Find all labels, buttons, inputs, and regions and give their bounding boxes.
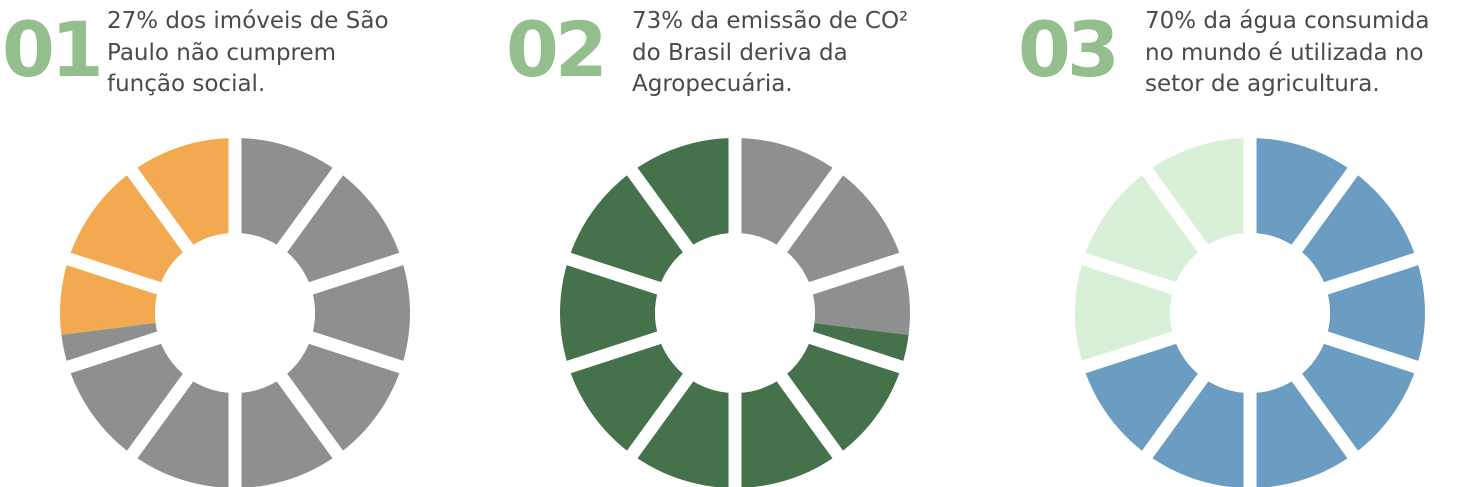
- stat-caption-line: 73% da emissão de CO²: [632, 8, 909, 34]
- stat-caption-line: no mundo é utilizada no: [1145, 39, 1424, 66]
- donut-rest-slice: [1075, 138, 1250, 368]
- stat-caption-line: setor de agricultura.: [1145, 71, 1380, 97]
- stat-caption-line: Paulo não cumprem: [107, 39, 337, 66]
- stat-panel-2: 02 73% da emissão de CO² do Brasil deriv…: [500, 0, 980, 487]
- donut-hole: [155, 233, 315, 393]
- donut-rest-slice: [735, 138, 910, 335]
- stat-number: 03: [1018, 5, 1120, 94]
- donut-highlight-slice: [60, 138, 235, 335]
- stat-caption-line: 27% dos imóveis de São: [107, 8, 389, 34]
- donut-rest-slice: [61, 138, 411, 487]
- stat-caption: 73% da emissão de CO² do Brasil deriva d…: [632, 6, 908, 101]
- stat-number: 02: [506, 5, 608, 94]
- stat-caption-line: do Brasil deriva da: [632, 39, 848, 66]
- donut-hole: [655, 233, 815, 393]
- donut-highlight-slice: [559, 138, 909, 487]
- stat-caption: 27% dos imóveis de São Paulo não cumprem…: [107, 6, 389, 101]
- stat-caption-line: função social.: [107, 71, 266, 97]
- donut-chart-2: [559, 135, 910, 487]
- stat-caption: 70% da água consumida no mundo é utiliza…: [1145, 6, 1429, 101]
- stat-caption-line: Agropecuária.: [632, 71, 793, 97]
- donut-chart-3: [1075, 135, 1425, 487]
- donut-hole: [1170, 233, 1330, 393]
- stat-number: 01: [2, 5, 104, 94]
- donut-highlight-slice: [1083, 138, 1425, 487]
- stat-caption-line: 70% da água consumida: [1145, 8, 1430, 34]
- stat-panel-3: 03 70% da água consumida no mundo é util…: [1000, 0, 1477, 487]
- stat-panel-1: 01 27% dos imóveis de São Paulo não cump…: [0, 0, 480, 487]
- donut-chart-1: [60, 135, 411, 487]
